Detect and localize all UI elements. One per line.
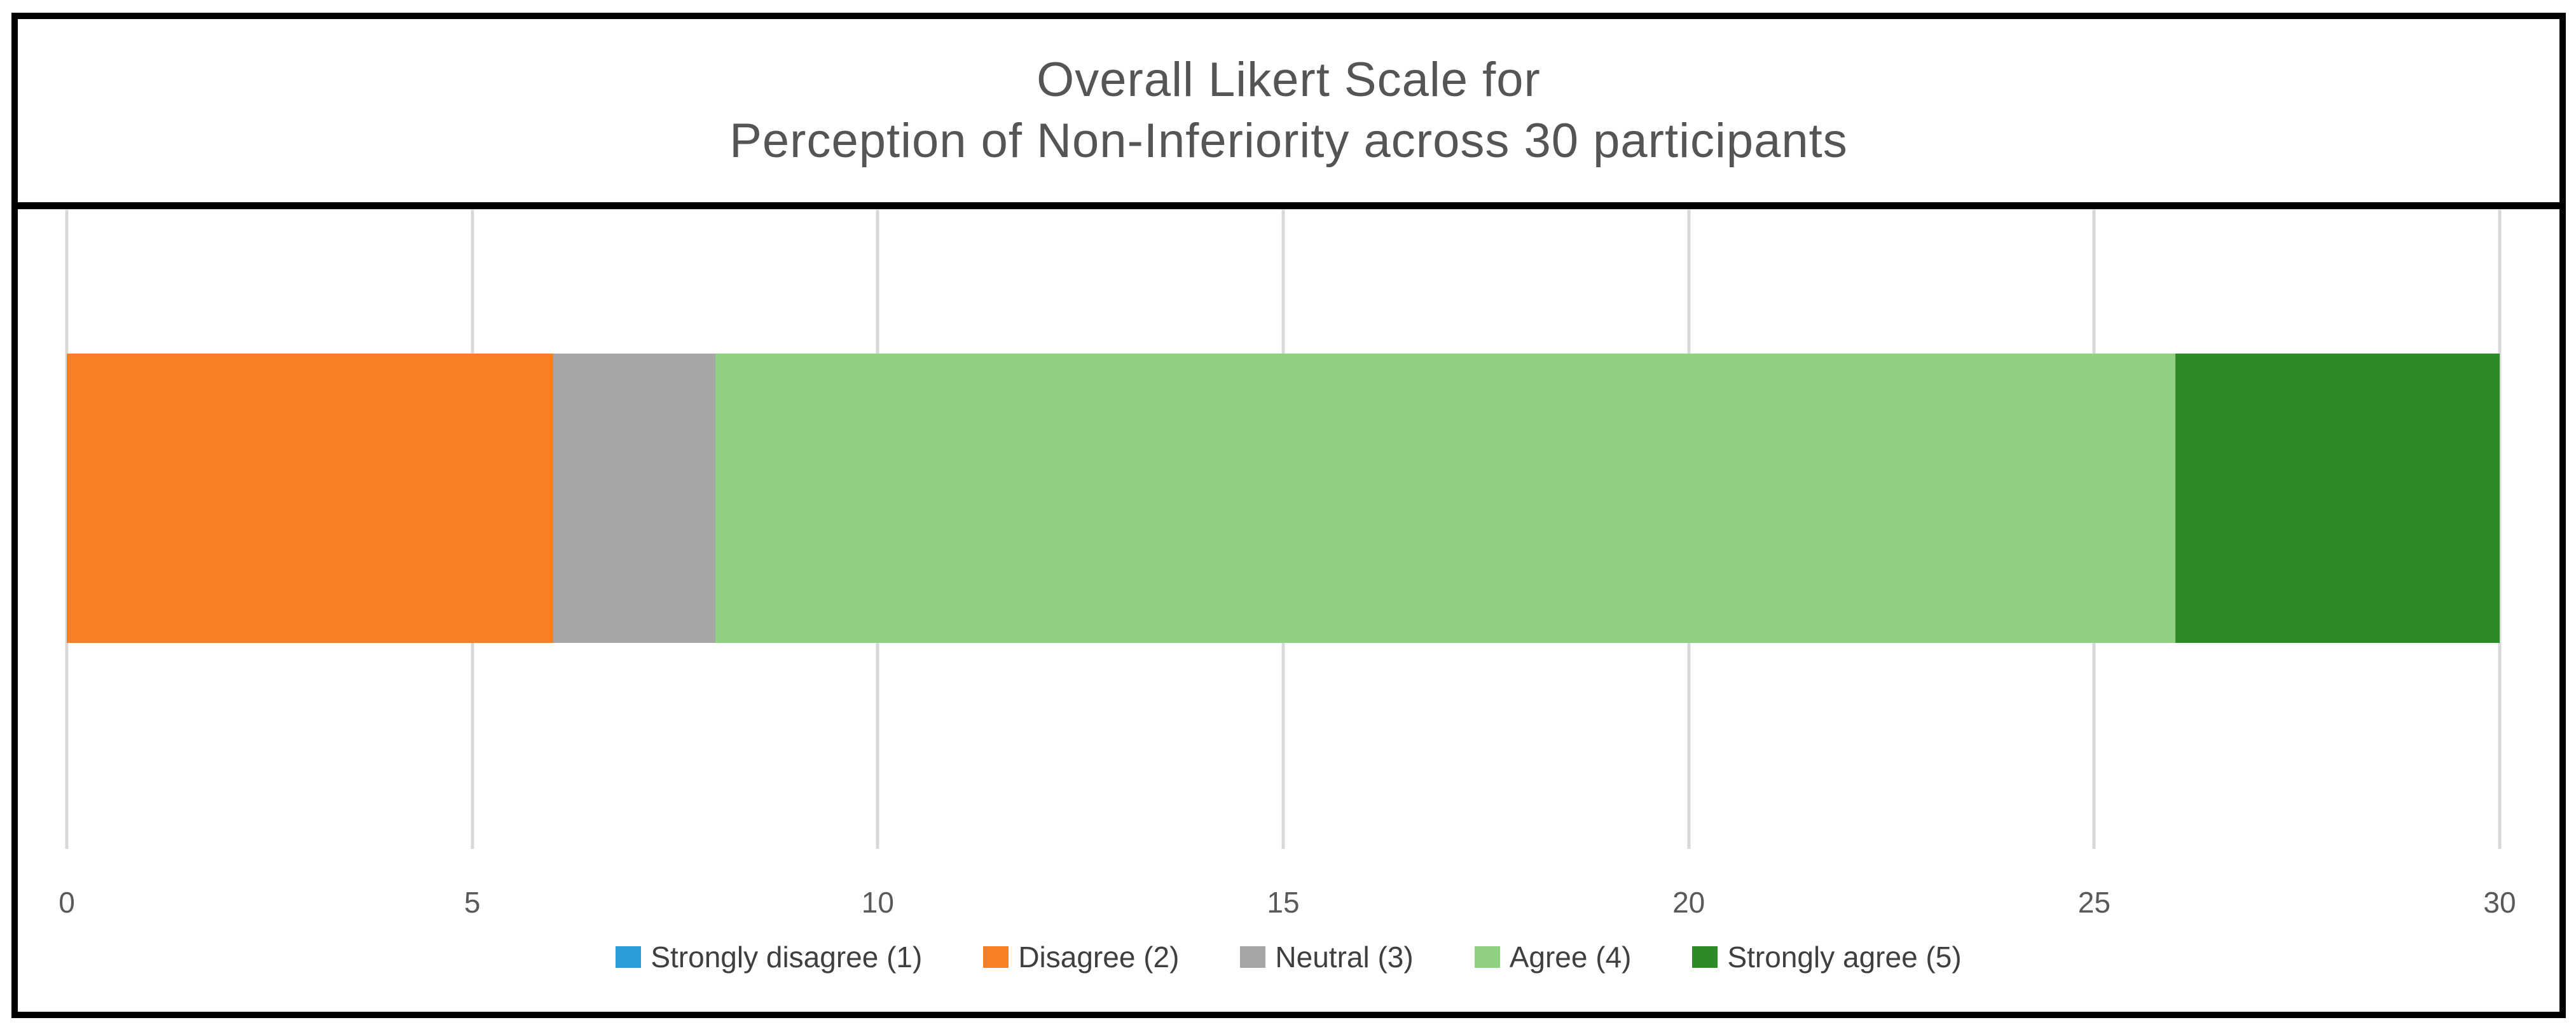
- legend-item-agree-4[interactable]: Agree (4): [1474, 940, 1632, 974]
- bar-segment-agree-4[interactable]: [715, 354, 2175, 643]
- legend-label-disagree-2: Disagree (2): [1018, 941, 1180, 974]
- legend-item-strongly-disagree-1[interactable]: Strongly disagree (1): [616, 940, 922, 974]
- chart-title-line-1: Overall Likert Scale for: [1037, 53, 1541, 107]
- legend-item-neutral-3[interactable]: Neutral (3): [1240, 940, 1414, 974]
- stacked-bar[interactable]: [67, 354, 2500, 643]
- legend-swatch-strongly-agree-5: [1692, 946, 1718, 968]
- x-tick-label-30: 30: [2483, 886, 2516, 919]
- plot-area: 0 5 10 15 20 25 30: [59, 210, 2516, 919]
- chart-frame: Overall Likert Scale for Perception of N…: [11, 13, 2566, 1018]
- x-tick-label-15: 15: [1267, 886, 1300, 919]
- legend-swatch-neutral-3: [1240, 946, 1266, 968]
- x-tick-label-20: 20: [1672, 886, 1705, 919]
- x-tick-label-25: 25: [2077, 886, 2111, 919]
- bar-segment-strongly-agree-5[interactable]: [2175, 354, 2500, 643]
- chart-title[interactable]: Overall Likert Scale for Perception of N…: [18, 19, 2559, 209]
- legend-label-neutral-3: Neutral (3): [1275, 941, 1414, 974]
- x-tick-label-0: 0: [59, 886, 75, 919]
- x-tick-label-5: 5: [464, 886, 481, 919]
- legend-label-strongly-disagree-1: Strongly disagree (1): [651, 941, 923, 974]
- legend-swatch-strongly-disagree-1: [616, 946, 642, 968]
- chart-legend: Strongly disagree (1) Disagree (2) Neutral…: [18, 940, 2559, 974]
- legend-label-agree-4: Agree (4): [1509, 941, 1632, 974]
- bar-segment-neutral-3[interactable]: [553, 354, 716, 643]
- legend-item-strongly-agree-5[interactable]: Strongly agree (5): [1692, 940, 1962, 974]
- legend-swatch-disagree-2: [983, 946, 1009, 968]
- bar-segment-disagree-2[interactable]: [67, 354, 554, 643]
- legend-swatch-agree-4: [1474, 946, 1500, 968]
- legend-label-strongly-agree-5: Strongly agree (5): [1727, 941, 1962, 974]
- gridline-x-30: [2498, 210, 2502, 849]
- x-tick-label-10: 10: [861, 886, 894, 919]
- chart-title-line-2: Perception of Non-Inferiority across 30 …: [729, 114, 1848, 168]
- legend-item-disagree-2[interactable]: Disagree (2): [983, 940, 1179, 974]
